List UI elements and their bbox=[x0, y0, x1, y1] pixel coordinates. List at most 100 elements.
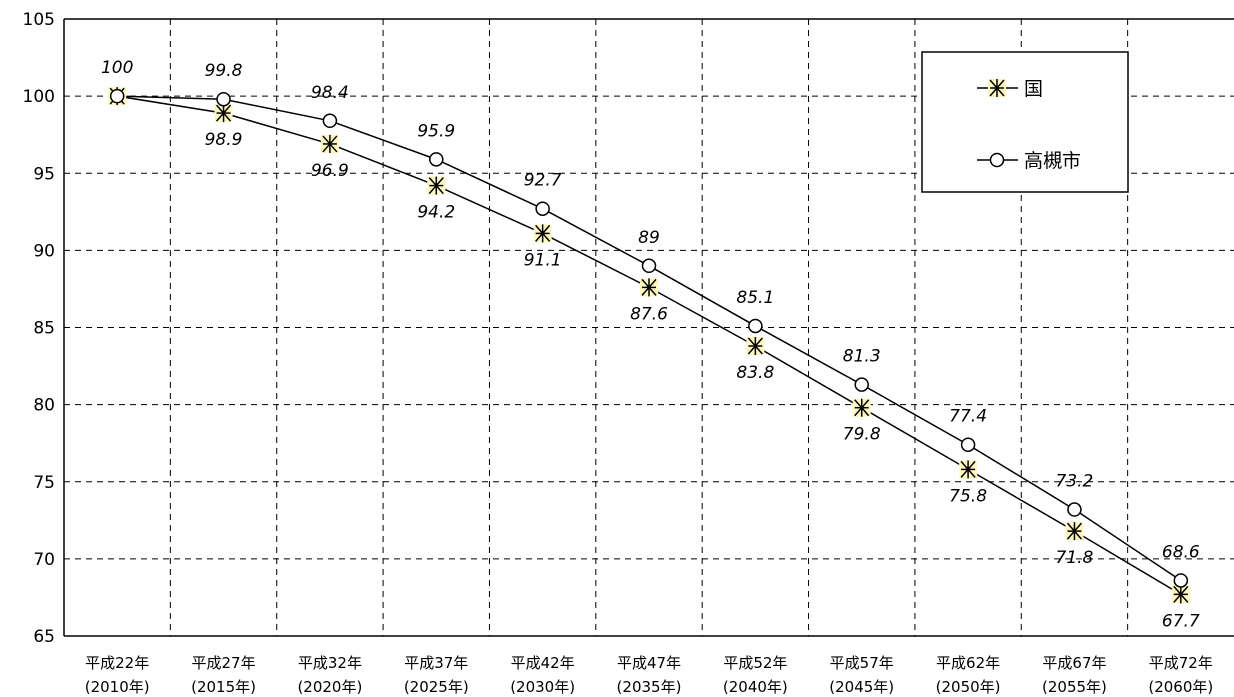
x-tick-label: 平成72年 (2060年) bbox=[1148, 654, 1213, 696]
data-label: 98.9 bbox=[205, 130, 243, 150]
series-0-point bbox=[214, 104, 233, 123]
series-1-point bbox=[322, 113, 338, 129]
y-tick-label: 100 bbox=[23, 87, 55, 107]
x-tick-label: 平成62年 (2050年) bbox=[936, 654, 1001, 696]
x-tick-line: (2015年) bbox=[191, 678, 256, 696]
series-1-point bbox=[429, 152, 444, 167]
series-0-point bbox=[746, 337, 765, 356]
y-tick-label: 95 bbox=[33, 164, 55, 184]
data-label: 99.8 bbox=[205, 61, 243, 81]
axes bbox=[63, 18, 1234, 637]
data-label: 79.8 bbox=[843, 425, 881, 445]
x-tick-line: 平成52年 bbox=[723, 654, 787, 672]
x-tick-line: (2025年) bbox=[404, 678, 469, 696]
data-label: 94.2 bbox=[417, 203, 455, 223]
x-tick-line: 平成47年 bbox=[617, 654, 681, 672]
x-tick-label: 平成37年 (2025年) bbox=[404, 654, 469, 696]
x-tick-line: 平成32年 bbox=[298, 654, 362, 672]
circle-marker-icon bbox=[989, 152, 1005, 168]
series-1-point bbox=[641, 258, 657, 274]
data-label: 89 bbox=[638, 228, 660, 248]
data-label: 85.1 bbox=[736, 288, 774, 308]
series-0-point bbox=[533, 224, 552, 243]
series-1-point bbox=[960, 437, 976, 452]
series-0-point bbox=[959, 460, 978, 479]
series-0-point bbox=[640, 278, 658, 297]
x-tick-line: 平成72年 bbox=[1149, 654, 1213, 672]
x-tick-line: 平成27年 bbox=[191, 654, 255, 672]
legend-item-series-1: 高槻市 bbox=[977, 150, 1081, 172]
asterisk-marker-icon bbox=[988, 79, 1006, 97]
x-tick-line: (2050年) bbox=[936, 678, 1001, 696]
data-label: 92.7 bbox=[524, 171, 562, 191]
data-label: 83.8 bbox=[736, 363, 774, 383]
x-tick-line: (2030年) bbox=[510, 678, 575, 696]
x-tick-label: 平成22年 (2010年) bbox=[85, 654, 150, 696]
x-tick-line: 平成67年 bbox=[1042, 654, 1106, 672]
legend-label-0: 国 bbox=[1024, 78, 1043, 100]
series-1-point bbox=[535, 201, 550, 216]
series-0-point bbox=[852, 398, 871, 417]
x-tick-label: 平成67年 (2055年) bbox=[1042, 654, 1107, 696]
y-tick-label: 105 bbox=[23, 10, 55, 30]
x-tick-label: 平成42年 (2030年) bbox=[510, 654, 575, 696]
series-1-point bbox=[1173, 573, 1189, 588]
legend-item-series-0: 国 bbox=[977, 78, 1043, 100]
y-tick-label: 80 bbox=[33, 396, 55, 416]
legend-label-1: 高槻市 bbox=[1024, 150, 1081, 172]
data-label: 73.2 bbox=[1056, 472, 1094, 492]
x-tick-line: 平成57年 bbox=[830, 654, 894, 672]
x-tick-label: 平成47年 (2035年) bbox=[617, 654, 682, 696]
data-label: 68.6 bbox=[1162, 542, 1200, 562]
data-label: 95.9 bbox=[417, 121, 455, 141]
x-tick-line: (2055年) bbox=[1042, 678, 1107, 696]
legend-box bbox=[921, 51, 1129, 193]
y-tick-labels: 65 70 75 80 85 90 95 100 105 bbox=[23, 10, 55, 647]
x-tick-line: (2045年) bbox=[829, 678, 894, 696]
x-tick-label: 平成32年 (2020年) bbox=[297, 654, 362, 696]
series-0-point bbox=[320, 134, 339, 153]
data-label: 87.6 bbox=[630, 304, 668, 324]
series-group bbox=[108, 87, 1190, 604]
x-tick-line: (2020年) bbox=[297, 678, 362, 696]
x-tick-label: 平成57年 (2045年) bbox=[829, 654, 894, 696]
y-tick-label: 75 bbox=[33, 473, 55, 493]
x-tick-label: 平成27年 (2015年) bbox=[191, 654, 256, 696]
x-tick-line: 平成42年 bbox=[511, 654, 575, 672]
data-label: 91.1 bbox=[524, 250, 562, 270]
legend-circle bbox=[989, 152, 1005, 168]
data-label: 98.4 bbox=[311, 83, 349, 103]
series-1-point bbox=[748, 318, 763, 334]
x-tick-line: 平成62年 bbox=[936, 654, 1000, 672]
data-label: 71.8 bbox=[1056, 548, 1094, 568]
x-tick-line: (2040年) bbox=[723, 678, 788, 696]
data-label: 96.9 bbox=[311, 161, 349, 181]
series-0-point bbox=[1065, 522, 1084, 541]
x-tick-labels: 平成22年 (2010年) 平成27年 (2015年) 平成32年 (2020年) 平成37… bbox=[85, 654, 1214, 696]
x-tick-line: (2060年) bbox=[1148, 678, 1213, 696]
x-tick-line: 平成37年 bbox=[404, 654, 468, 672]
series-0-point bbox=[427, 176, 446, 195]
legend-asterisk bbox=[988, 79, 1006, 97]
data-label: 81.3 bbox=[843, 347, 881, 367]
series-1-point bbox=[109, 88, 125, 104]
x-tick-line: (2035年) bbox=[617, 678, 682, 696]
legend: 国 高槻市 bbox=[921, 51, 1129, 193]
y-tick-label: 65 bbox=[33, 627, 55, 647]
data-labels: 98.9 96.9 94.2 91.1 87.6 83.8 79.8 75.8 71.8 67.7… bbox=[101, 58, 1200, 631]
data-label: 75.8 bbox=[949, 486, 987, 506]
x-tick-line: 平成22年 bbox=[85, 654, 149, 672]
series-1-point bbox=[216, 91, 231, 107]
data-label: 77.4 bbox=[949, 407, 987, 427]
y-tick-label: 90 bbox=[33, 241, 55, 261]
series-1-point bbox=[1067, 502, 1082, 517]
data-label: 100 bbox=[101, 58, 133, 78]
x-tick-label: 平成52年 (2040年) bbox=[723, 654, 788, 696]
series-0-point bbox=[1171, 585, 1190, 604]
series-1-point bbox=[854, 377, 869, 392]
x-tick-line: (2010年) bbox=[85, 678, 150, 696]
data-label: 67.7 bbox=[1162, 611, 1200, 631]
y-tick-label: 85 bbox=[33, 319, 55, 339]
y-tick-label: 70 bbox=[33, 550, 55, 570]
